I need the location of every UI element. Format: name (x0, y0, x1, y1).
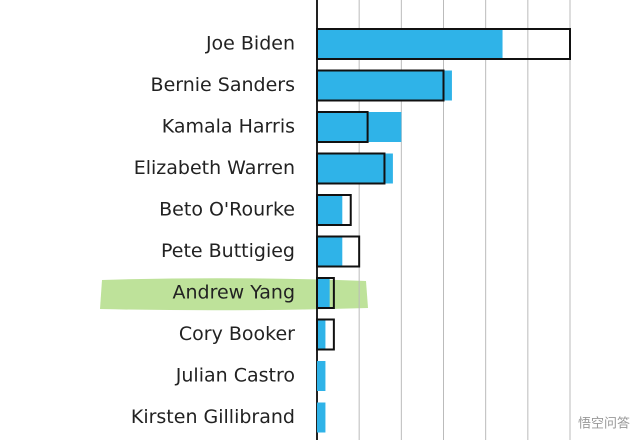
bar (317, 195, 343, 225)
category-label: Pete Buttigieg (161, 240, 295, 262)
bar-outline (316, 69, 445, 102)
bar (317, 153, 393, 184)
category-label: Julian Castro (175, 365, 295, 387)
category-label: Elizabeth Warren (134, 157, 295, 179)
bar (317, 29, 503, 59)
bar-outline (316, 152, 386, 185)
grid (316, 0, 571, 440)
bar (317, 361, 326, 391)
category-label: Andrew Yang (173, 282, 296, 304)
category-label: Cory Booker (179, 323, 295, 345)
bar (317, 319, 326, 350)
bar-outline (316, 194, 352, 226)
category-label: Joe Biden (205, 33, 295, 55)
category-label: Kamala Harris (162, 116, 295, 138)
bar (317, 278, 330, 308)
watermark: 悟空问答 (578, 416, 630, 432)
category-label: Beto O'Rourke (159, 199, 295, 221)
bar-outline (316, 318, 335, 351)
bar-outline (316, 28, 571, 60)
bar-outline (316, 111, 369, 143)
bar-outline (316, 277, 335, 309)
bar (317, 112, 402, 142)
bar (317, 236, 343, 267)
category-label: Kirsten Gillibrand (131, 406, 295, 428)
bars (316, 28, 571, 433)
bar (317, 70, 452, 101)
bar-outline (316, 235, 361, 268)
highlight (100, 278, 368, 311)
category-label: Bernie Sanders (151, 74, 295, 96)
bar (317, 402, 326, 433)
